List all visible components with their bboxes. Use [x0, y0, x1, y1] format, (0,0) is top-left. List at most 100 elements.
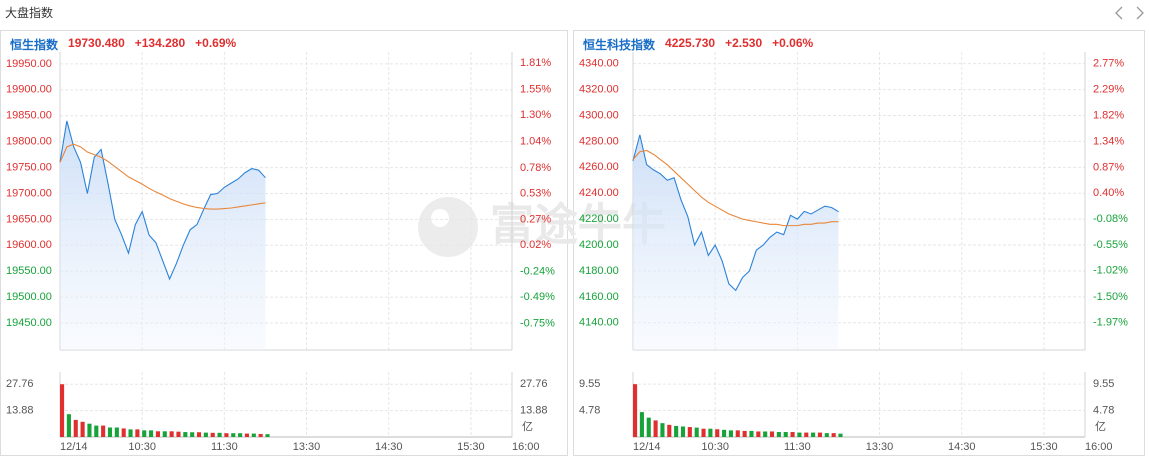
y-tick-label: 4200.00 [579, 239, 619, 251]
volume-bar [804, 432, 809, 437]
volume-bar [783, 432, 788, 437]
price-line [59, 143, 266, 210]
y2-tick-label: 0.27% [520, 214, 551, 226]
volume-bar [107, 427, 113, 437]
y-tick-label: 4280.00 [579, 135, 619, 147]
chart-title: 恒生科技指数 [583, 38, 656, 52]
volume-bar [749, 430, 754, 437]
volume-bar [674, 425, 679, 437]
chart-header: 恒生科技指数 4225.730 +2.530 +0.06% [583, 36, 813, 53]
volume-bar [646, 417, 651, 437]
volume-tick-label: 13.88 [520, 405, 548, 417]
volume-bar [790, 432, 795, 437]
volume-bar [121, 428, 126, 437]
x-tick-label: 16:00 [1085, 441, 1113, 453]
y-tick-label: 19600.00 [6, 239, 52, 251]
volume-bar [715, 429, 720, 437]
volume-bar [653, 420, 658, 437]
x-tick-label: 13:30 [866, 441, 894, 453]
volume-bar [756, 431, 761, 437]
x-tick-label: 14:30 [948, 441, 976, 453]
y2-tick-label: -1.50% [1093, 291, 1128, 303]
volume-bar [687, 427, 692, 437]
chart-header: 恒生指数 19730.480 +134.280 +0.69% [10, 36, 236, 53]
volume-tick-label: 4.78 [1093, 404, 1114, 416]
volume-bar [639, 412, 644, 437]
y2-tick-label: 0.02% [520, 239, 551, 251]
x-tick-label: 15:30 [457, 441, 485, 453]
volume-bar [94, 425, 99, 437]
volume-tick-label: 13.88 [6, 405, 34, 417]
y-tick-label: 19700.00 [6, 187, 52, 199]
volume-bar [190, 432, 195, 437]
volume-bar [114, 427, 119, 437]
y2-tick-label: 1.04% [520, 135, 551, 147]
volume-bar [838, 433, 843, 437]
y2-tick-label: -0.49% [520, 291, 555, 303]
next-arrow[interactable] [1136, 6, 1144, 20]
y2-tick-label: 2.29% [1093, 84, 1124, 96]
volume-bar [176, 431, 181, 437]
y-tick-label: 4320.00 [579, 83, 619, 95]
x-tick-label: 11:30 [784, 441, 811, 453]
y2-tick-label: -0.75% [520, 317, 555, 329]
volume-bar [238, 433, 243, 437]
volume-bar [660, 423, 665, 437]
volume-bar [728, 430, 733, 437]
volume-bar [80, 421, 85, 437]
volume-bar [142, 430, 147, 437]
y2-tick-label: -1.02% [1093, 265, 1128, 277]
volume-bar [162, 431, 167, 437]
volume-bar [60, 384, 65, 437]
y2-tick-label: 0.53% [520, 187, 551, 199]
volume-bar [251, 433, 256, 437]
price-line [59, 120, 266, 281]
y2-tick-label: 1.55% [520, 84, 551, 96]
y-tick-label: 4140.00 [579, 317, 619, 329]
volume-unit: 亿 [1095, 420, 1106, 433]
x-tick-label: 10:30 [701, 441, 729, 453]
volume-bar [680, 426, 686, 437]
volume-bar [694, 427, 699, 437]
volume-bar [776, 432, 781, 437]
y-tick-label: 19550.00 [6, 265, 52, 277]
volume-tick-label: 9.55 [1093, 378, 1114, 390]
volume-unit: 亿 [522, 420, 533, 433]
y-tick-label: 4220.00 [579, 213, 619, 225]
chart-title: 恒生指数 [10, 38, 59, 52]
volume-bar [742, 430, 747, 437]
volume-bar [735, 430, 740, 437]
y2-tick-label: -0.24% [520, 266, 555, 278]
volume-bar [633, 384, 638, 437]
volume-bar [135, 429, 140, 437]
price-line [632, 149, 839, 227]
volume-bar [217, 432, 222, 437]
y2-tick-label: 2.77% [1093, 57, 1124, 69]
y2-tick-label: 1.82% [1093, 109, 1124, 121]
y-tick-label: 19500.00 [6, 291, 52, 303]
y2-tick-label: -1.97% [1093, 317, 1128, 329]
volume-tick-label: 27.76 [6, 378, 34, 390]
prev-arrow[interactable] [1115, 6, 1123, 20]
y-tick-label: 19800.00 [6, 136, 52, 148]
volume-bar [66, 414, 71, 437]
x-tick-label: 15:30 [1030, 441, 1058, 453]
volume-bar [224, 433, 229, 437]
y-tick-label: 19450.00 [6, 317, 52, 329]
volume-bar [265, 434, 270, 437]
volume-bar [667, 424, 672, 437]
quote-value: +0.69% [195, 36, 237, 50]
y-tick-label: 4240.00 [579, 187, 619, 199]
volume-bar [258, 433, 263, 437]
volume-bar [203, 432, 208, 437]
y2-tick-label: 0.78% [520, 162, 551, 174]
x-tick-label: 16:00 [512, 441, 540, 453]
y2-tick-label: 1.30% [520, 109, 551, 121]
volume-bar [73, 419, 78, 437]
y-tick-label: 19850.00 [6, 110, 52, 122]
volume-bar [817, 432, 823, 437]
y-tick-label: 19750.00 [6, 161, 52, 173]
price-line [632, 134, 839, 292]
y2-tick-label: 1.81% [520, 57, 551, 69]
volume-tick-label: 27.76 [520, 378, 548, 390]
